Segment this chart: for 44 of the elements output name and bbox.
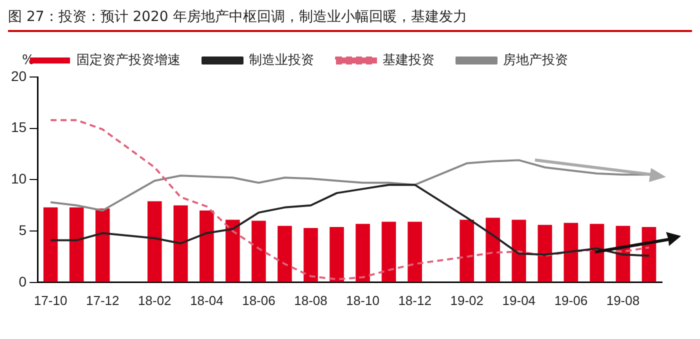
legend-label: 房地产投资: [503, 52, 568, 68]
x-tick-label: 19-02: [450, 292, 484, 308]
x-tick-label: 19-04: [502, 292, 536, 308]
line-series: [50, 119, 650, 280]
bar: [538, 224, 552, 282]
bar: [148, 201, 162, 282]
y-tick-label: 10: [10, 170, 27, 187]
bar: [642, 226, 656, 282]
bar: [226, 220, 240, 282]
x-tick-label: 17-12: [86, 292, 120, 308]
bar: [564, 222, 578, 282]
x-tick-label: 17-10: [34, 292, 68, 308]
legend-label: 基建投资: [382, 52, 434, 68]
x-tick-label: 18-12: [398, 292, 432, 308]
bar: [43, 207, 58, 282]
bar: [69, 207, 84, 282]
x-tick-label: 18-04: [190, 292, 224, 308]
y-tick-label: 15: [10, 119, 27, 136]
y-tick-label: 0: [18, 273, 27, 290]
legend-label: 固定资产投资增速: [76, 52, 180, 68]
bar: [460, 220, 474, 282]
bar: [278, 226, 292, 282]
bar: [304, 228, 318, 282]
x-tick-label: 18-02: [138, 292, 172, 308]
bar: [174, 205, 188, 282]
bar: [512, 220, 526, 282]
bar: [95, 208, 110, 282]
bar: [590, 224, 604, 282]
bar: [330, 226, 344, 282]
bar: [382, 222, 396, 282]
y-tick-label: 5: [18, 222, 27, 238]
x-tick-label: 18-06: [242, 292, 276, 308]
x-tick-label: 18-08: [294, 292, 328, 308]
bar: [200, 210, 214, 282]
x-tick-label: 19-08: [606, 292, 640, 308]
bar: [408, 222, 422, 282]
x-tick-label: 18-10: [346, 292, 380, 308]
bar: [252, 220, 266, 282]
chart-title: 图 27：投资：预计 2020 年房地产中枢回调，制造业小幅回暖，基建发力: [8, 8, 692, 32]
legend-label: 制造业投资: [249, 52, 314, 68]
x-tick-label: 19-06: [554, 292, 588, 308]
bar: [356, 224, 370, 282]
bar: [486, 218, 500, 282]
y-tick-label: 20: [10, 68, 27, 84]
